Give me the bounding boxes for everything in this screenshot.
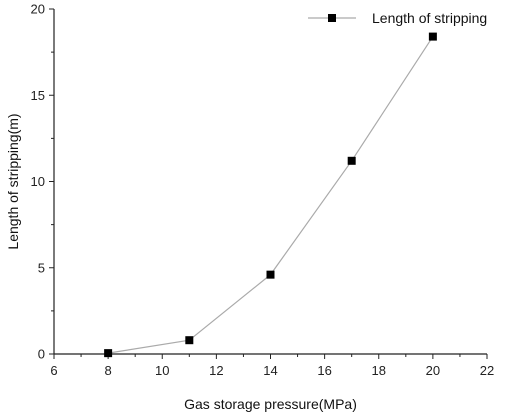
x-tick-label: 6 [50,363,57,378]
x-tick-label: 22 [480,363,494,378]
legend: Length of stripping [308,10,487,26]
series [104,32,437,358]
y-tick-label: 0 [38,347,45,362]
y-tick-label: 5 [38,260,45,275]
y-tick-label: 20 [31,2,45,17]
legend-label: Length of stripping [372,10,487,26]
x-tick-label: 8 [105,363,112,378]
y-tick-label: 15 [31,88,45,103]
axes [53,9,487,355]
x-tick-label: 16 [317,363,331,378]
x-tick-label: 18 [372,363,386,378]
x-axis-title: Gas storage pressure(MPa) [184,396,357,412]
x-tick-label: 12 [209,363,223,378]
data-point-marker [428,32,437,41]
y-tick-label: 10 [31,174,45,189]
data-point-marker [104,349,113,358]
legend-marker [328,14,336,22]
series-line [108,36,434,354]
data-point-marker [185,336,194,345]
x-tick-label: 10 [155,363,169,378]
ticks: 6 8 10 12 14 16 18 20 22 0 5 10 15 20 [31,2,495,379]
data-point-marker [266,270,275,279]
x-tick-label: 20 [426,363,440,378]
y-axis-title: Length of stripping(m) [5,113,21,249]
x-tick-label: 14 [263,363,277,378]
data-point-marker [347,156,356,165]
